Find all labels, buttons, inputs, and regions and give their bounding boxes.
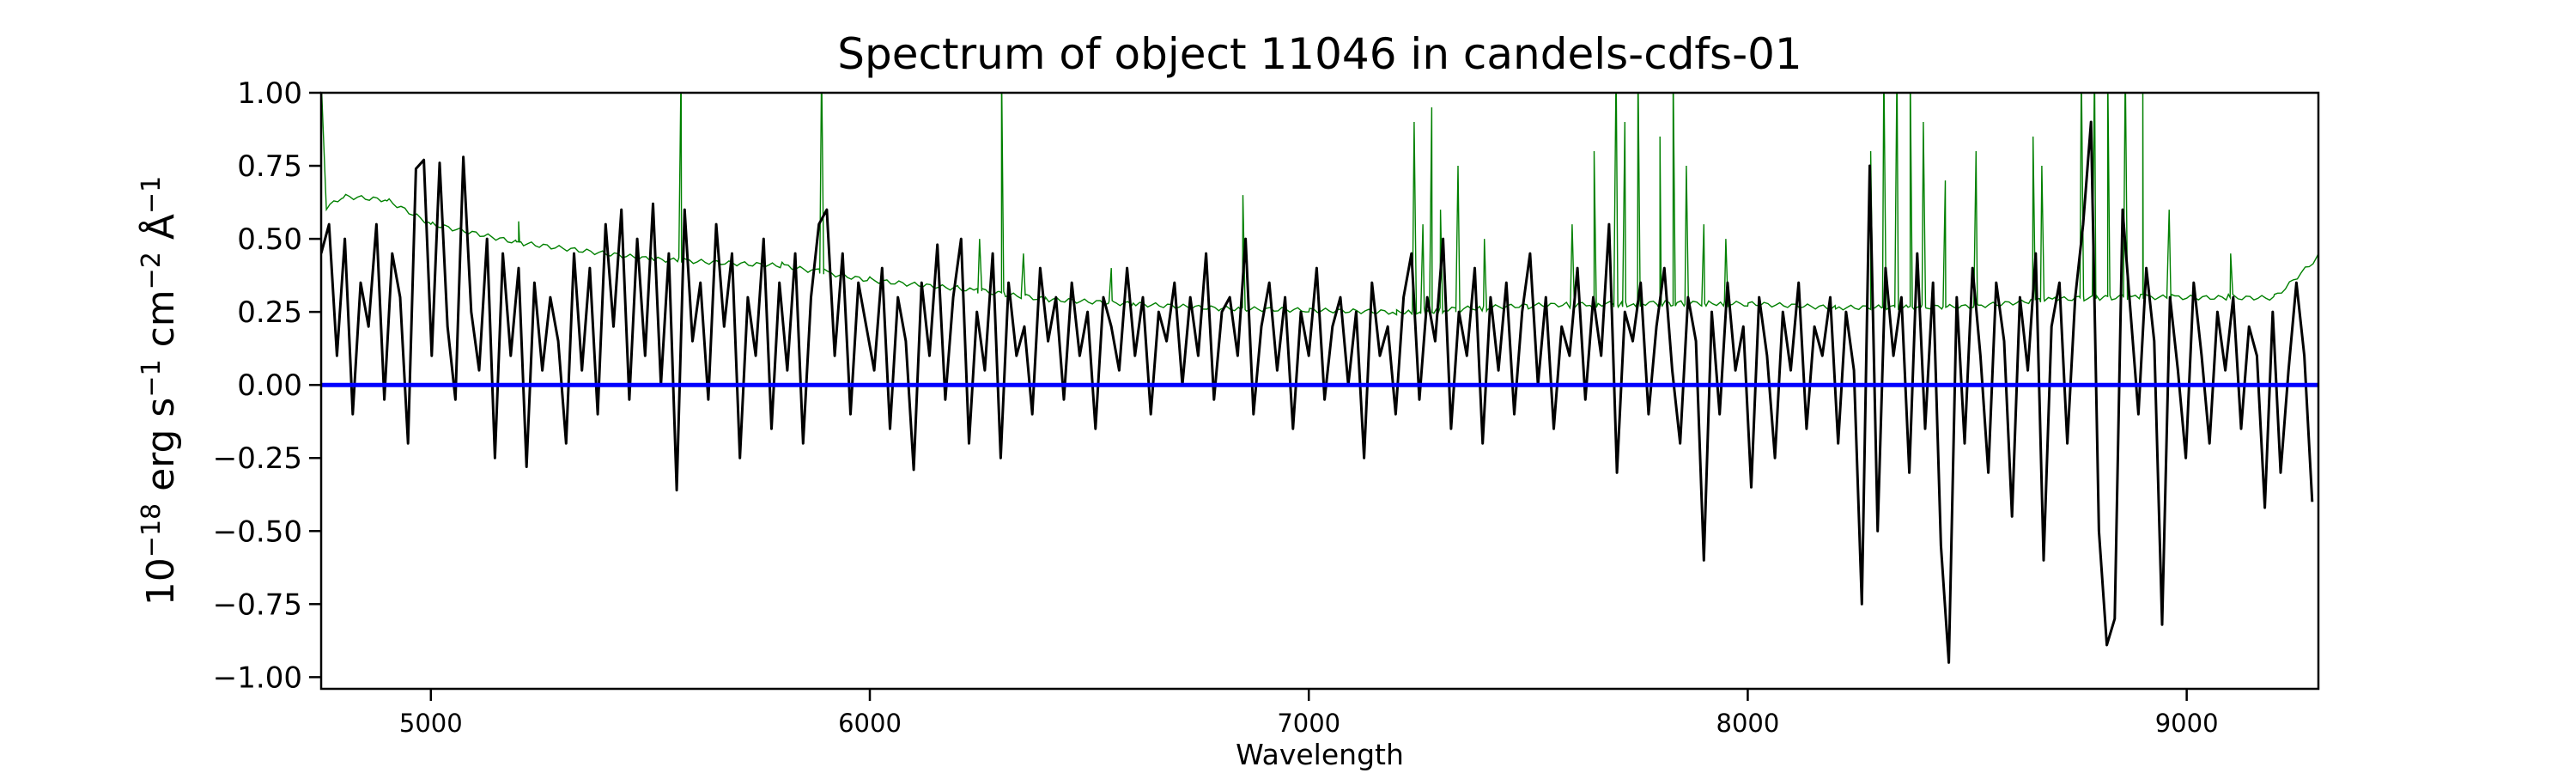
y-tick-label: 0.00	[237, 368, 302, 403]
x-tick-label: 7000	[1277, 709, 1340, 738]
y-label-exponent: −1	[137, 359, 167, 397]
plot-data	[321, 93, 2318, 664]
x-tick-label: 9000	[2155, 709, 2219, 738]
y-tick-label: 0.50	[237, 222, 302, 257]
x-axis: 5000 6000 7000 8000 9000	[399, 689, 2219, 738]
chart-title: Spectrum of object 11046 in candels-cdfs…	[837, 29, 1802, 79]
flux-line	[321, 120, 2314, 664]
y-axis: 1.00 0.75 0.50 0.25 0.00 −0.25 −0.50 −0.75 −1.00	[213, 76, 321, 695]
plot-background	[321, 93, 2318, 689]
y-tick-label: −1.00	[213, 660, 302, 695]
y-label-exponent: −18	[137, 503, 167, 557]
plot-frame	[319, 91, 2320, 691]
y-tick-label: −0.25	[213, 441, 302, 476]
y-tick-label: −0.50	[213, 514, 302, 549]
y-tick-label: 0.75	[237, 149, 302, 184]
y-label-text: Å	[137, 214, 183, 252]
x-axis-label: Wavelength	[1236, 738, 1404, 771]
y-axis-label: 10−18 erg s−1 cm−2 Å−1	[137, 176, 183, 606]
y-label-text: cm	[139, 289, 183, 359]
y-label-text: erg s	[139, 398, 183, 503]
y-label-text: 10	[139, 557, 183, 606]
x-tick-label: 5000	[399, 709, 463, 738]
y-tick-label: 0.25	[237, 295, 302, 330]
y-tick-label: 1.00	[237, 76, 302, 111]
y-label-exponent: −2	[137, 252, 167, 289]
x-tick-label: 8000	[1716, 709, 1780, 738]
x-tick-label: 6000	[838, 709, 902, 738]
y-label-exponent: −1	[137, 176, 167, 214]
y-tick-label: −0.75	[213, 587, 302, 622]
